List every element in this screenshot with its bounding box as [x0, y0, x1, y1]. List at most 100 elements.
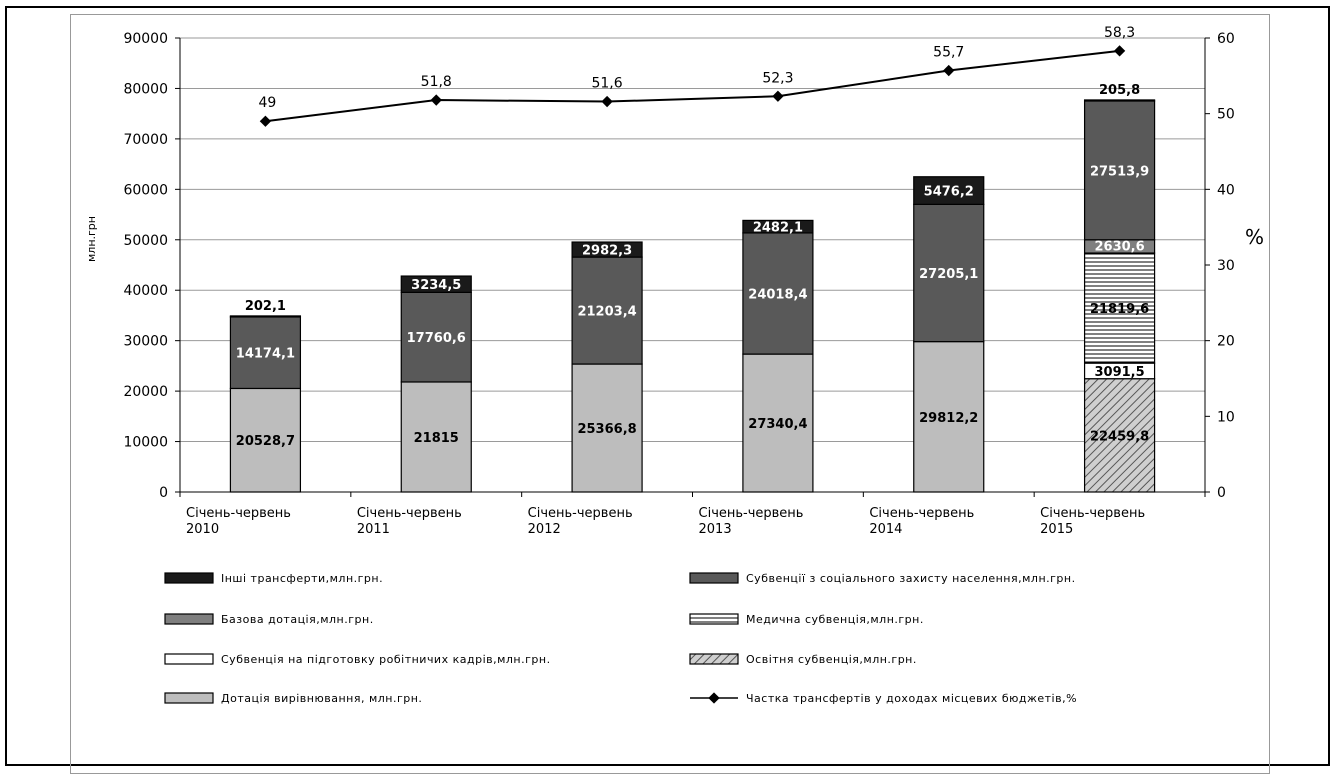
- share-point: [772, 90, 784, 102]
- x-tick-label: Січень-червень: [1040, 506, 1145, 521]
- legend-label: Інші трансферти,млн.грн.: [221, 572, 383, 585]
- legend-swatch-education: [689, 653, 739, 665]
- y-axis: 0 10000 20000 30000 40000 50000 60000 70000 8000…: [123, 31, 181, 501]
- x-tick-label: Січень-червень: [528, 506, 633, 521]
- bars: 20528,7 14174,1 202,1 21815 17760,6 3234,5 253…: [229, 83, 1156, 493]
- share-point: [259, 115, 272, 127]
- bar-social: [229, 316, 302, 390]
- legend: Інші трансферти,млн.грн. Субвенції з соці…: [164, 572, 1077, 705]
- bar-equalization: [400, 381, 472, 493]
- share-point: [943, 64, 955, 77]
- y-tick-label: 80000: [123, 81, 168, 97]
- y2-tick-label: 40: [1217, 182, 1235, 198]
- share-label: 58,3: [1104, 25, 1135, 41]
- x-tick-label-year: 2015: [1040, 522, 1073, 537]
- x-tick-label: Січень-червень: [699, 506, 804, 521]
- x-tick-label-year: 2010: [186, 522, 219, 537]
- bar-label-equalization: 20528,7: [236, 434, 295, 449]
- bar-equalization: [229, 387, 302, 493]
- legend-label: Дотація вирівнювання, млн.грн.: [221, 692, 422, 705]
- bar-label-social: 24018,4: [748, 288, 807, 303]
- bar-equalization: [571, 363, 643, 493]
- legend-swatch-other: [164, 572, 214, 584]
- share-line-path: [265, 49, 1120, 123]
- share-point: [1113, 45, 1126, 57]
- bar-label-social: 14174,1: [236, 347, 295, 362]
- y-tick-label: 60000: [123, 182, 168, 198]
- x-tick-label: Січень-червень: [869, 506, 974, 521]
- stacked-bar-line-chart: 0 10000 20000 30000 40000 50000 60000 70000 8000…: [85, 25, 1264, 705]
- legend-label: Субвенції з соціального захисту населенн…: [746, 572, 1076, 585]
- legend-swatch-base: [164, 613, 214, 625]
- legend-swatch-marker: [708, 692, 720, 704]
- x-tick-label-year: 2011: [357, 522, 390, 537]
- bar-label-base: 2630,6: [1094, 239, 1144, 254]
- legend-label: Базова дотація,млн.грн.: [221, 613, 374, 626]
- y2-axis-title: %: [1245, 225, 1264, 249]
- bar-label-other: 5476,2: [924, 185, 974, 200]
- bar-social: [1083, 100, 1156, 241]
- bar-label-social: 27513,9: [1090, 164, 1149, 179]
- share-label: 49: [259, 95, 277, 111]
- y-tick-label: 50000: [123, 233, 168, 249]
- bar-label-equalization: 25366,8: [577, 422, 636, 437]
- share-label: 55,7: [933, 45, 964, 61]
- legend-swatch-social: [689, 572, 739, 584]
- y-axis-title: млн.грн: [85, 216, 98, 262]
- y2-tick-label: 10: [1217, 409, 1235, 425]
- share-label: 51,6: [591, 76, 622, 92]
- share-point: [601, 95, 613, 108]
- y-tick-label: 90000: [123, 31, 168, 47]
- bar-label-equalization: 21815: [414, 431, 459, 446]
- bar-social: [742, 232, 814, 355]
- y-tick-label: 30000: [123, 334, 168, 350]
- share-point: [430, 94, 442, 106]
- bar-other: [742, 219, 814, 234]
- bar-other: [913, 176, 985, 205]
- x-tick-label: Січень-червень: [186, 506, 291, 521]
- y-tick-label: 40000: [123, 283, 168, 299]
- bar-label-other: 3234,5: [411, 278, 461, 293]
- share-line: 49 51,8 51,6 52,3 55,7 58,3: [259, 25, 1135, 127]
- bar-label-other: 205,8: [1099, 83, 1140, 98]
- bar-label-social: 17760,6: [407, 331, 466, 346]
- legend-label: Частка трансфертів у доходах місцевих бю…: [746, 692, 1077, 705]
- bar-label-other: 202,1: [245, 299, 286, 314]
- bar-other: [1083, 99, 1156, 102]
- bar-other: [229, 315, 302, 318]
- bar-other: [400, 275, 472, 293]
- legend-label: Субвенція на підготовку робітничих кадрі…: [221, 653, 551, 666]
- y2-tick-label: 20: [1217, 334, 1235, 350]
- x-tick-label: Січень-червень: [357, 506, 462, 521]
- legend-swatch-medical: [689, 613, 739, 625]
- gridlines: [180, 37, 1205, 493]
- y2-tick-label: 50: [1217, 107, 1235, 123]
- x-tick-label-year: 2014: [869, 522, 902, 537]
- y2-tick-label: 30: [1217, 258, 1235, 274]
- bar-label-equalization: 27340,4: [748, 417, 807, 432]
- y2-tick-label: 60: [1217, 31, 1235, 47]
- y-tick-label: 10000: [123, 435, 168, 451]
- legend-label: Медична субвенція,млн.грн.: [746, 613, 924, 626]
- bar-medical: [1083, 252, 1156, 364]
- legend-swatch-equalization: [164, 692, 214, 704]
- x-axis: Січень-червень2010Січень-червень2011Січе…: [179, 491, 1206, 537]
- bar-education: [1083, 378, 1156, 493]
- bar-label-equalization: 29812,2: [919, 411, 978, 426]
- x-tick-label-year: 2012: [528, 522, 561, 537]
- y2-tick-label: 0: [1217, 485, 1226, 501]
- bar-other: [571, 241, 643, 258]
- bar-equalization: [742, 353, 814, 493]
- y2-axis: 0 10 20 30 40 50 60: [1204, 31, 1235, 501]
- bar-equalization: [913, 341, 985, 493]
- bar-label-education: 22459,8: [1090, 429, 1149, 444]
- bar-label-social: 21203,4: [577, 305, 636, 320]
- bar-label-workers: 3091,5: [1094, 365, 1144, 380]
- bar-label-other: 2482,1: [753, 221, 803, 236]
- y-tick-label: 20000: [123, 384, 168, 400]
- x-tick-label-year: 2013: [699, 522, 732, 537]
- share-label: 52,3: [762, 70, 793, 86]
- bar-label-medical: 21819,6: [1090, 302, 1149, 317]
- y-tick-label: 0: [159, 485, 168, 501]
- legend-label: Освітня субвенція,млн.грн.: [746, 653, 917, 666]
